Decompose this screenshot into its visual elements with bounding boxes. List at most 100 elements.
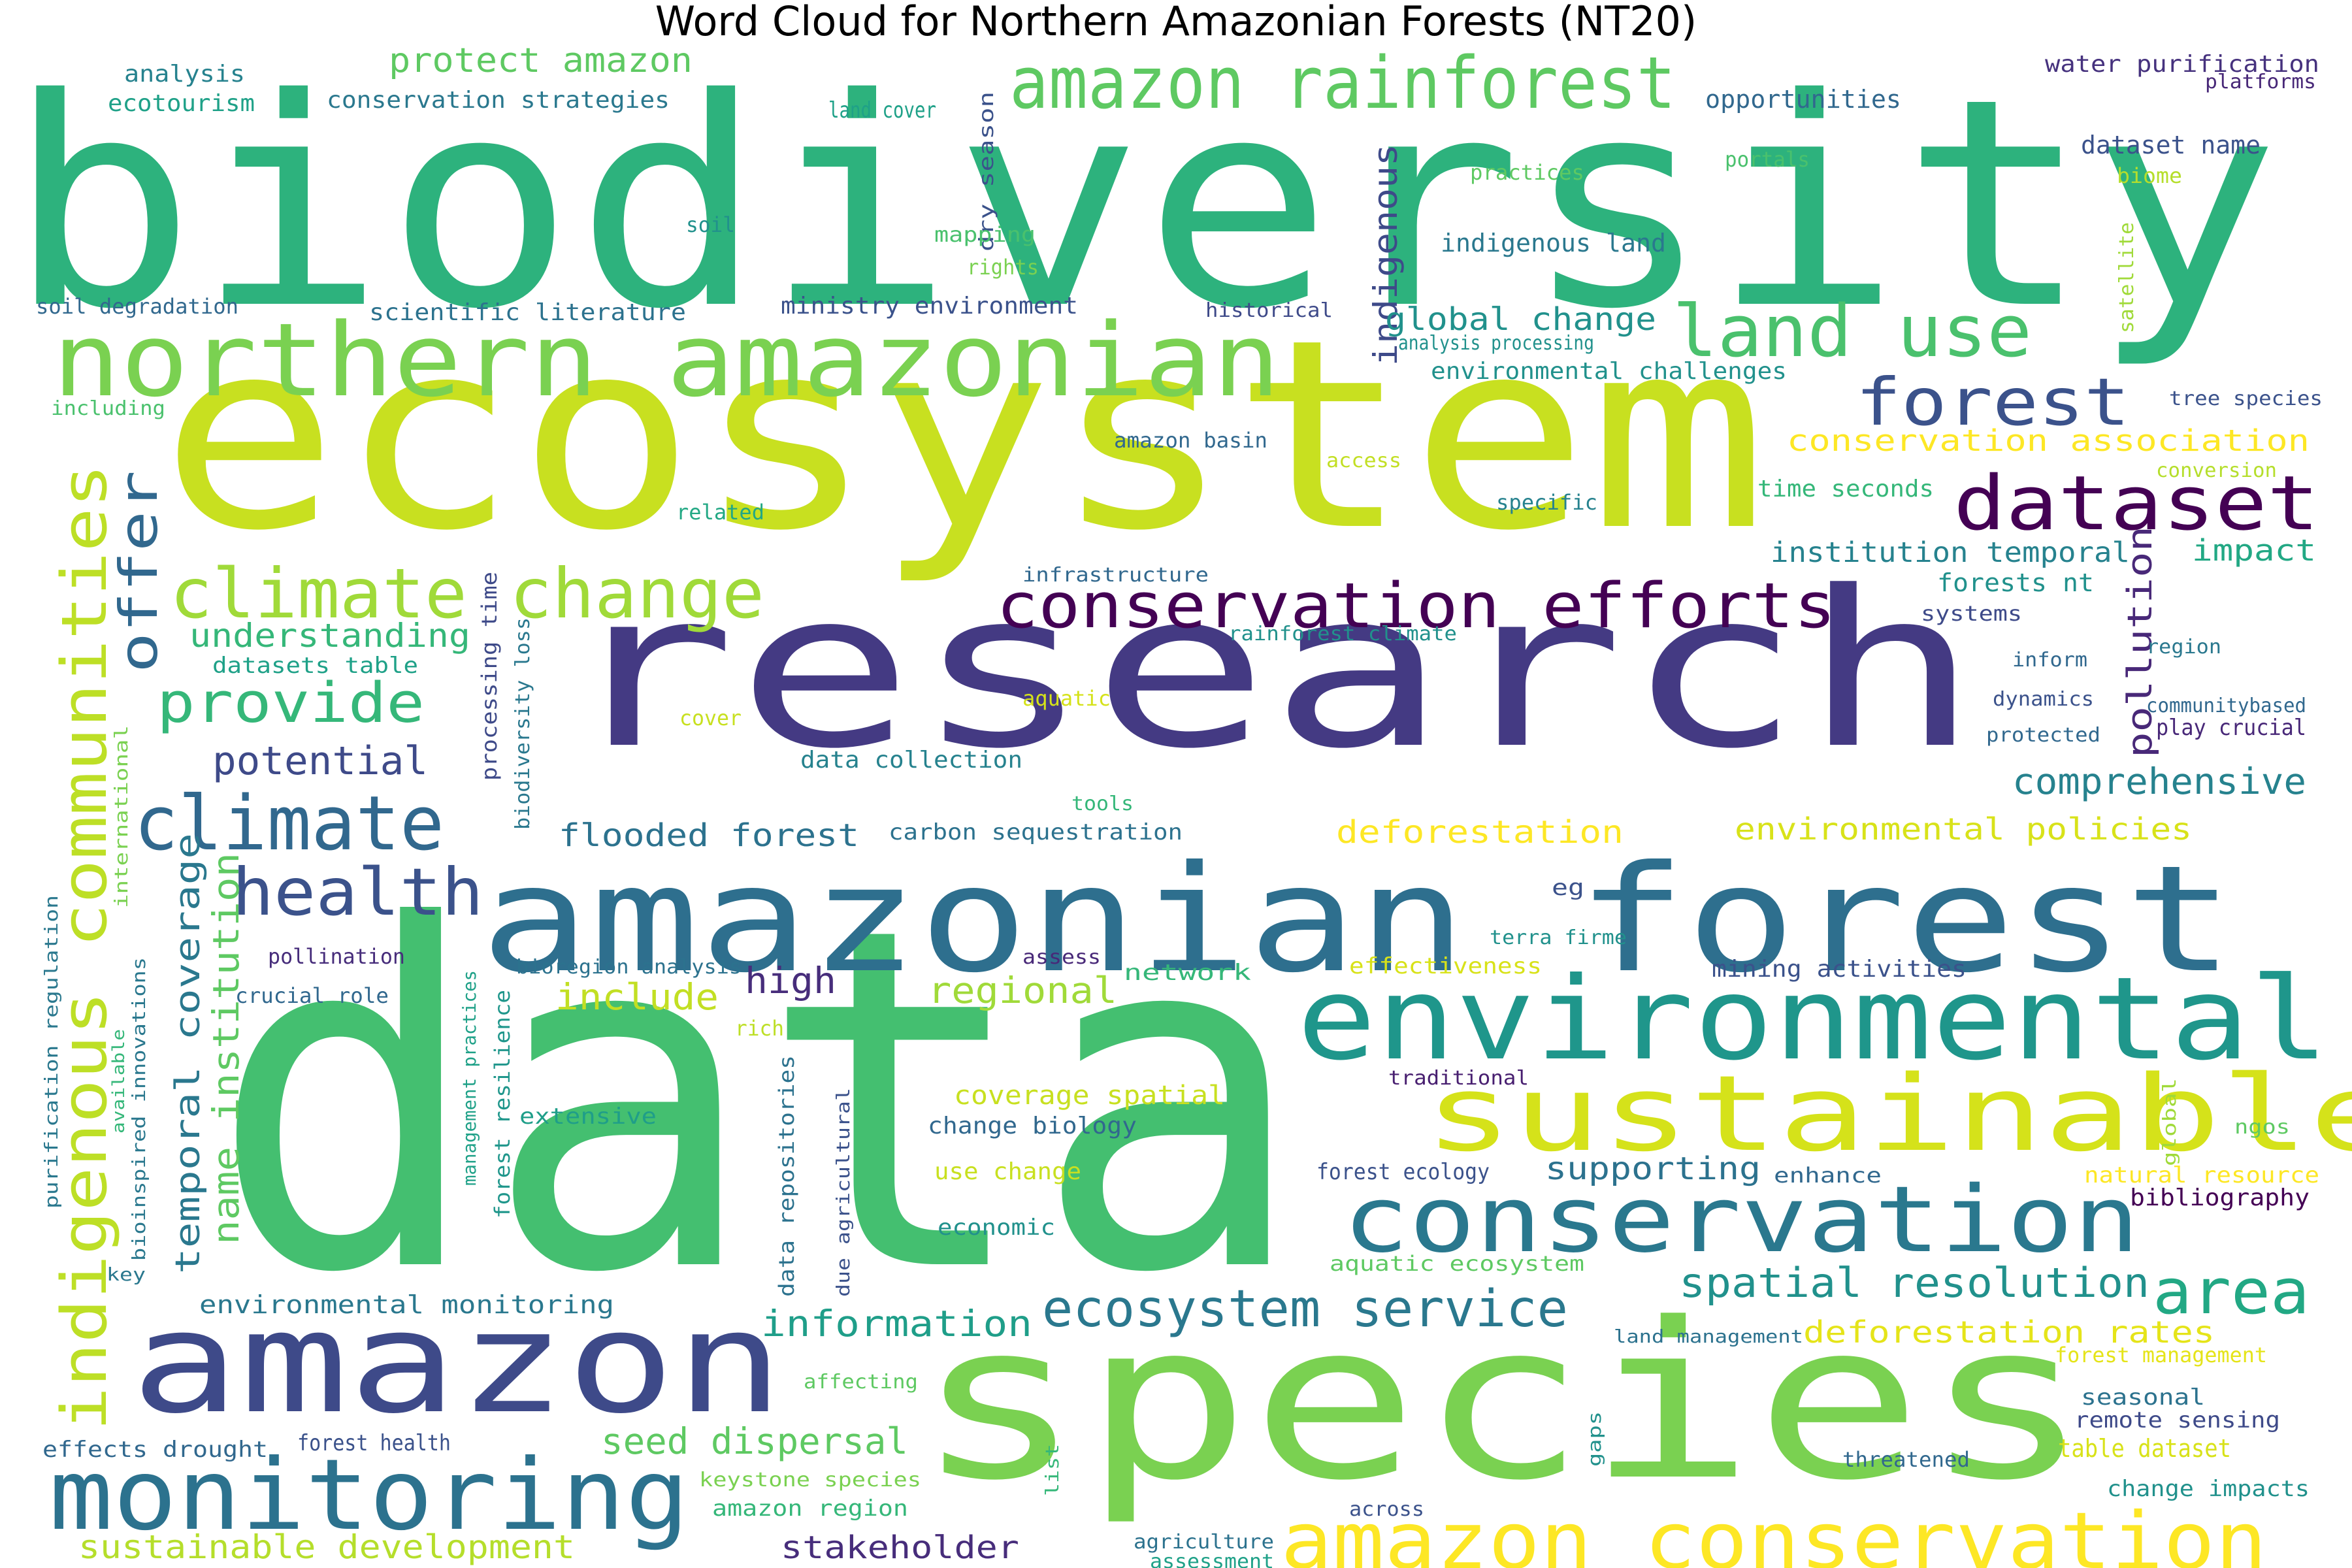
word-climate: climate xyxy=(134,780,444,868)
word-assess: assess xyxy=(1022,946,1101,969)
word-inform: inform xyxy=(2012,649,2087,672)
word-indigenous: indigenous xyxy=(1367,144,1405,366)
word-soil: soil xyxy=(686,212,735,237)
word-key: key xyxy=(106,1264,146,1285)
word-forest-management: forest management xyxy=(2055,1343,2267,1367)
word-land-management: land management xyxy=(1614,1326,1803,1347)
word-monitoring: monitoring xyxy=(49,1439,689,1552)
word-related: related xyxy=(676,500,764,525)
word-environmental-challenges: environmental challenges xyxy=(1431,358,1787,385)
word-dataset: dataset xyxy=(1953,460,2319,547)
word-potential: potential xyxy=(212,738,428,784)
word-remote-sensing: remote sensing xyxy=(2074,1407,2280,1433)
word-rainforest-climate: rainforest climate xyxy=(1228,623,1457,645)
word-information: information xyxy=(761,1303,1032,1345)
word-pollination: pollination xyxy=(268,944,405,969)
word-high: high xyxy=(745,960,836,1002)
word-comprehensive: comprehensive xyxy=(2012,760,2306,802)
word-change-biology: change biology xyxy=(928,1113,1137,1139)
word-protected: protected xyxy=(1986,724,2100,747)
word-regional: regional xyxy=(928,970,1117,1011)
word-water-purification: water purification xyxy=(2045,51,2319,78)
word-biodiversity-loss: biodiversity loss xyxy=(512,617,534,830)
word-conversion: conversion xyxy=(2156,459,2277,482)
word-assessment: assessment xyxy=(1150,1550,1274,1568)
word-forest-resilience: forest resilience xyxy=(490,990,515,1218)
word-land-use: land use xyxy=(1673,289,2032,373)
word-protect-amazon: protect amazon xyxy=(389,41,693,80)
word-provide: provide xyxy=(157,671,425,736)
word-global: global xyxy=(2159,1078,2180,1166)
word-systems: systems xyxy=(1921,601,2022,626)
word-communitybased: communitybased xyxy=(2146,694,2306,717)
word-data-repositories: data repositories xyxy=(774,1055,799,1297)
word-species: species xyxy=(915,1277,2091,1527)
word-amazonian-forest: amazonian forest xyxy=(480,834,2234,1005)
word-indigenous-land: indigenous land xyxy=(1441,229,1666,257)
word-gaps: gaps xyxy=(1584,1411,1605,1467)
word-change-impacts: change impacts xyxy=(2107,1476,2310,1502)
word-historical: historical xyxy=(1205,299,1333,322)
word-soil-degradation: soil degradation xyxy=(36,294,238,319)
word-aquatic-ecosystem: aquatic ecosystem xyxy=(1330,1251,1584,1276)
word-pollution: pollution xyxy=(2121,526,2160,758)
word-coverage-spatial: coverage spatial xyxy=(954,1081,1225,1111)
word-sustainable-development: sustainable development xyxy=(78,1528,575,1566)
word-satellite: satellite xyxy=(2115,222,2138,333)
word-supporting: supporting xyxy=(1545,1151,1761,1187)
word-cover: cover xyxy=(679,706,742,730)
word-affecting: affecting xyxy=(804,1371,918,1394)
word-network: network xyxy=(1124,960,1251,986)
word-institution-temporal: institution temporal xyxy=(1771,536,2130,569)
word-practices: practices xyxy=(1470,160,1584,185)
word-including: including xyxy=(51,397,165,420)
word-data-collection: data collection xyxy=(800,747,1022,774)
word-extensive: extensive xyxy=(519,1103,657,1130)
word-ministry-environment: ministry environment xyxy=(781,293,1078,319)
word-impact: impact xyxy=(2192,533,2316,568)
word-infrastructure: infrastructure xyxy=(1022,564,1209,587)
word-understanding: understanding xyxy=(189,617,470,655)
word-deforestation: deforestation xyxy=(1336,814,1624,851)
word-northern-amazonian: northern amazonian xyxy=(52,301,1281,419)
word-name-institution: name institution xyxy=(205,853,247,1245)
word-table-dataset: table dataset xyxy=(2058,1434,2231,1463)
word-forest-health: forest health xyxy=(297,1430,451,1456)
word-environmental-policies: environmental policies xyxy=(1735,811,2192,847)
word-purification-regulation: purification regulation xyxy=(41,895,62,1209)
word-platforms: platforms xyxy=(2205,71,2316,93)
word-tree-species: tree species xyxy=(2169,387,2323,410)
word-dataset-name: dataset name xyxy=(2081,131,2261,159)
word-seed-dispersal: seed dispersal xyxy=(601,1420,908,1462)
word-list: list xyxy=(1041,1444,1063,1496)
word-amazon: amazon xyxy=(131,1281,784,1445)
word-aquatic: aquatic xyxy=(1022,686,1111,711)
word-analysis-processing: analysis processing xyxy=(1398,332,1594,355)
word-traditional: traditional xyxy=(1388,1067,1529,1090)
word-scientific-literature: scientific literature xyxy=(369,299,686,326)
word-ecosystem-service: ecosystem service xyxy=(1042,1280,1568,1339)
word-research: research xyxy=(559,545,1980,796)
word-amazon-conservation: amazon conservation xyxy=(1281,1496,2267,1568)
word-global-change: global change xyxy=(1385,301,1656,338)
word-temporal-coverage: temporal coverage xyxy=(169,833,208,1274)
word-forests-nt: forests nt xyxy=(1937,568,2094,597)
word-international: international xyxy=(110,725,132,908)
word-sustainable: sustainable xyxy=(1424,1053,2352,1175)
word-bioinspired-innovations: bioinspired innovations xyxy=(128,957,150,1261)
word-management-practices: management practices xyxy=(459,970,480,1186)
word-seasonal: seasonal xyxy=(2081,1384,2205,1411)
word-environmental-monitoring: environmental monitoring xyxy=(199,1290,614,1319)
word-processing-time: processing time xyxy=(477,572,502,781)
word-conservation-efforts: conservation efforts xyxy=(996,570,1836,642)
word-effects-drought: effects drought xyxy=(42,1437,268,1463)
word-region: region xyxy=(2146,636,2221,659)
word-area: area xyxy=(2153,1256,2310,1328)
word-mining-activities: mining activities xyxy=(1712,956,1967,983)
word-climate-change: climate change xyxy=(170,554,764,634)
word-natural-resource: natural resource xyxy=(2084,1162,2319,1188)
word-enhance: enhance xyxy=(1774,1163,1882,1188)
figure-title: Word Cloud for Northern Amazonian Forest… xyxy=(655,0,1697,45)
word-due-agricultural: due agricultural xyxy=(832,1088,854,1297)
